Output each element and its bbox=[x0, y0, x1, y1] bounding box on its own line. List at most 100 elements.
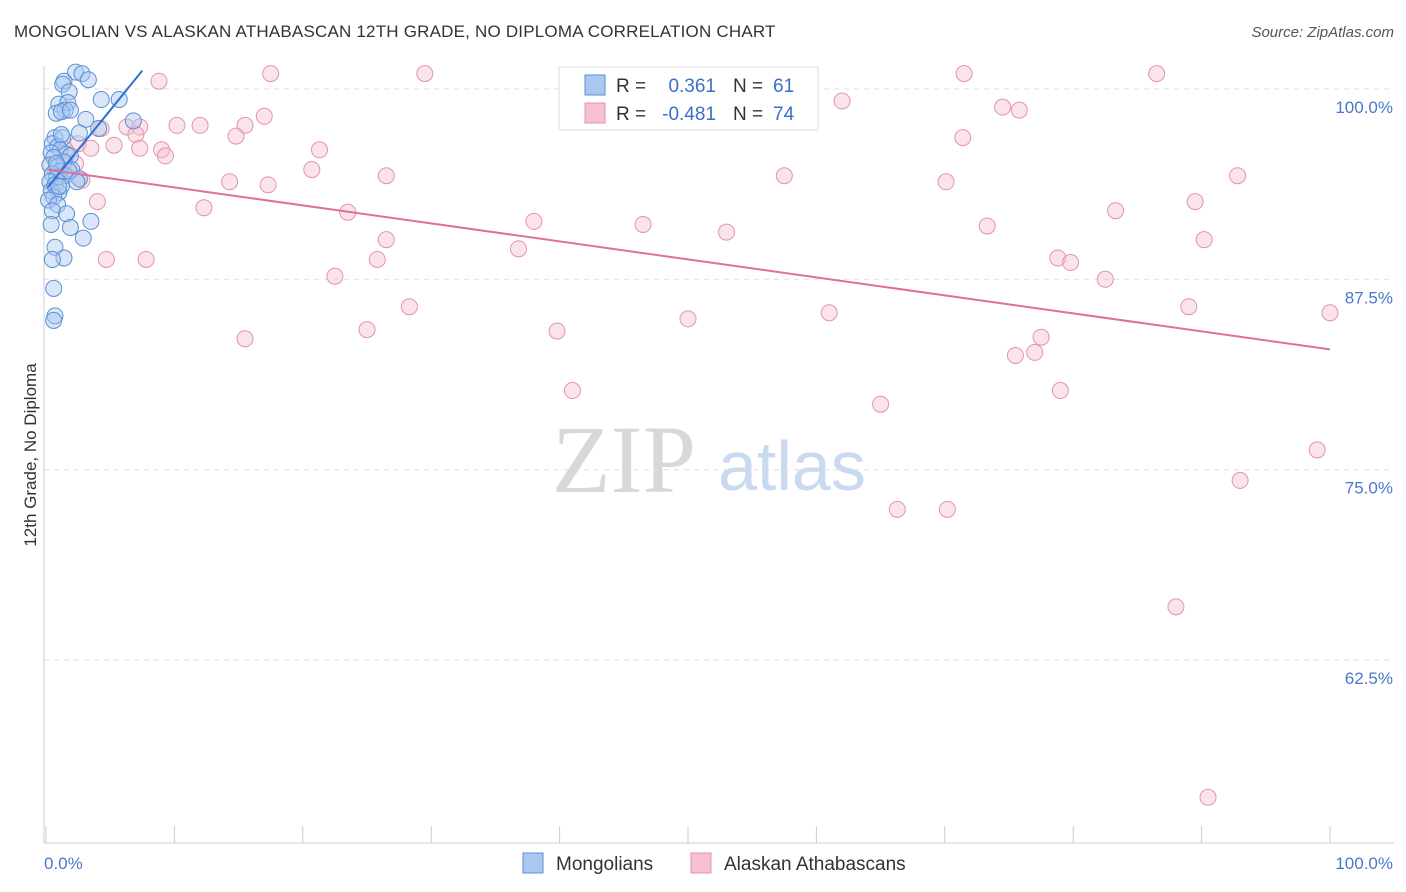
y-tick-label: 62.5% bbox=[1345, 669, 1393, 688]
athabascan-point bbox=[1049, 249, 1067, 267]
mongolian-point bbox=[79, 71, 97, 89]
mongolian-point bbox=[68, 173, 86, 191]
gridlines bbox=[44, 88, 1394, 661]
athabascan-point bbox=[377, 231, 395, 249]
athabascan-point bbox=[1231, 471, 1249, 489]
athabascan-point bbox=[1308, 441, 1326, 459]
legend-r-value-1: 0.361 bbox=[668, 76, 716, 97]
legend-swatch-mongolians bbox=[584, 74, 606, 96]
athabascan-point bbox=[326, 267, 344, 285]
series-legend: Mongolians Alaskan Athabascans bbox=[522, 852, 906, 875]
athabascan-point bbox=[954, 129, 972, 147]
mongolian-point bbox=[52, 126, 70, 144]
athabascan-point bbox=[156, 147, 174, 165]
legend-r-label-1: R = bbox=[616, 76, 646, 97]
athabascan-point bbox=[938, 500, 956, 518]
athabascan-point bbox=[1199, 788, 1217, 806]
y-tick-label: 100.0% bbox=[1335, 98, 1393, 117]
mongolian-point bbox=[92, 91, 110, 109]
athabascan-point bbox=[937, 173, 955, 191]
athabascan-point bbox=[227, 127, 245, 145]
athabascan-point bbox=[377, 167, 395, 185]
mongolian-point bbox=[52, 103, 70, 121]
mongolian-point bbox=[82, 212, 100, 230]
athabascan-point bbox=[195, 199, 213, 217]
athabascan-point bbox=[1026, 343, 1044, 361]
bottom-legend-swatch-mongolians bbox=[522, 852, 544, 874]
athabascan-point bbox=[1096, 270, 1114, 288]
mongolian-point bbox=[45, 279, 63, 297]
mongolian-point bbox=[50, 177, 68, 195]
athabascan-point bbox=[1186, 193, 1204, 211]
athabascan-point bbox=[131, 139, 149, 157]
athabascan-point bbox=[310, 141, 328, 159]
mongolian-point bbox=[45, 311, 63, 329]
mongolian-point bbox=[90, 119, 108, 137]
athabascan-point bbox=[1010, 101, 1028, 119]
athabascan-point bbox=[1321, 304, 1339, 322]
x-tick-label-max: 100.0% bbox=[1335, 854, 1393, 873]
alaskan-athabascans-points bbox=[50, 65, 1339, 806]
athabascan-point bbox=[1167, 598, 1185, 616]
stats-legend: R = 0.361 N = 61 R = -0.481 N = 74 bbox=[558, 66, 819, 131]
mongolian-point bbox=[77, 110, 95, 128]
y-axis-title: 12th Grade, No Diploma bbox=[21, 363, 40, 547]
mongolian-point bbox=[42, 144, 60, 162]
athabascans-trend-line bbox=[47, 168, 1331, 351]
athabascan-point bbox=[150, 72, 168, 90]
athabascan-point bbox=[221, 173, 239, 191]
athabascan-point bbox=[563, 382, 581, 400]
athabascan-point bbox=[168, 116, 186, 134]
bottom-legend-label-athabascans: Alaskan Athabascans bbox=[724, 854, 906, 875]
athabascan-point bbox=[236, 330, 254, 348]
mongolian-point bbox=[42, 215, 60, 233]
athabascan-point bbox=[368, 250, 386, 268]
legend-r-label-2: R = bbox=[616, 104, 646, 125]
athabascan-point bbox=[131, 118, 149, 136]
athabascan-point bbox=[994, 98, 1012, 116]
athabascan-point bbox=[88, 193, 106, 211]
athabascan-point bbox=[400, 298, 418, 316]
legend-n-value-2: 74 bbox=[773, 104, 795, 125]
mongolian-point bbox=[58, 205, 76, 223]
athabascan-point bbox=[259, 176, 277, 194]
mongolian-point bbox=[61, 218, 79, 236]
athabascan-point bbox=[1062, 254, 1080, 272]
mongolian-point bbox=[40, 191, 58, 209]
legend-r-value-2: -0.481 bbox=[662, 104, 716, 125]
mongolian-point bbox=[70, 124, 88, 142]
athabascan-point bbox=[1148, 65, 1166, 83]
mongolians-trend-line bbox=[46, 69, 144, 189]
bottom-legend-swatch-athabascans bbox=[690, 852, 712, 874]
athabascan-point bbox=[416, 65, 434, 83]
bottom-legend-label-mongolians: Mongolians bbox=[556, 854, 653, 875]
athabascan-point bbox=[358, 321, 376, 339]
y-tick-label: 87.5% bbox=[1345, 288, 1393, 307]
athabascan-point bbox=[978, 217, 996, 235]
legend-n-label-1: N = bbox=[733, 76, 763, 97]
legend-n-value-1: 61 bbox=[773, 76, 794, 97]
x-axis-ticks bbox=[45, 826, 1331, 843]
y-tick-label: 75.0% bbox=[1345, 479, 1393, 498]
athabascan-point bbox=[1229, 167, 1247, 185]
athabascan-point bbox=[1107, 202, 1125, 220]
mongolian-point bbox=[67, 63, 85, 81]
athabascan-point bbox=[634, 215, 652, 233]
athabascan-point bbox=[872, 395, 890, 413]
athabascan-point bbox=[191, 116, 209, 134]
trend-lines bbox=[46, 69, 1331, 351]
athabascan-point bbox=[127, 126, 145, 144]
source-credit: Source: ZipAtlas.com bbox=[1251, 24, 1394, 41]
athabascan-point bbox=[105, 136, 123, 154]
athabascan-point bbox=[888, 500, 906, 518]
athabascan-point bbox=[955, 65, 973, 83]
athabascan-point bbox=[525, 212, 543, 230]
athabascan-point bbox=[775, 167, 793, 185]
mongolian-point bbox=[43, 250, 61, 268]
y-axis-tick-labels: 100.0% 87.5% 75.0% 62.5% bbox=[1335, 98, 1393, 688]
athabascan-point bbox=[820, 304, 838, 322]
athabascan-point bbox=[97, 250, 115, 268]
watermark-zip: ZIP bbox=[552, 406, 696, 513]
athabascan-point bbox=[1195, 231, 1213, 249]
